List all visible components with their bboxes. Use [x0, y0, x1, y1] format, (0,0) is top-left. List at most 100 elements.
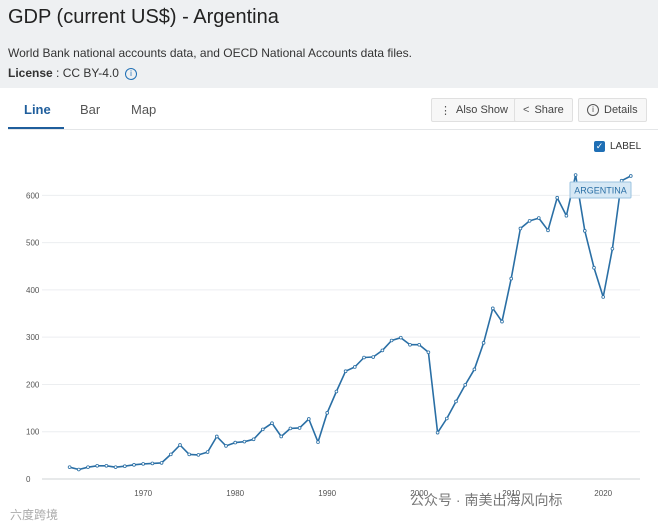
page-description: World Bank national accounts data, and O… — [8, 46, 413, 60]
y-tick-label: 500 — [26, 239, 40, 248]
share-button[interactable]: < Share — [514, 98, 573, 122]
x-tick-label: 2000 — [410, 489, 428, 498]
more-vertical-icon: ⋮ — [440, 104, 451, 117]
data-point — [454, 399, 458, 404]
data-point — [601, 295, 605, 299]
data-point — [224, 444, 228, 448]
series-label-box — [569, 181, 632, 199]
data-point — [316, 440, 320, 444]
label-toggle[interactable]: ✓ LABEL — [594, 141, 641, 152]
y-tick-label: 300 — [26, 333, 40, 342]
data-point — [150, 461, 155, 466]
also-show-button[interactable]: ⋮ Also Show — [431, 98, 517, 122]
data-point — [362, 355, 366, 360]
data-point — [141, 462, 146, 466]
y-tick-label: 600 — [26, 191, 40, 200]
y-tick-label: 0 — [26, 475, 31, 484]
data-point — [279, 434, 284, 439]
share-label: Share — [534, 104, 564, 116]
tabs-divider — [8, 129, 658, 130]
data-point — [380, 348, 385, 353]
data-point — [297, 426, 302, 430]
data-point — [270, 421, 274, 426]
data-point — [343, 369, 348, 374]
data-point — [555, 195, 559, 200]
x-tick-label: 2010 — [502, 489, 520, 498]
data-point — [159, 461, 164, 465]
data-point — [490, 306, 495, 311]
data-point — [95, 463, 99, 468]
page-title: GDP (current US$) - Argentina — [8, 6, 279, 28]
data-point — [334, 389, 339, 394]
data-point — [426, 350, 431, 355]
data-point — [86, 465, 90, 469]
watermark-logo-text: 六度跨境 — [10, 508, 59, 522]
data-point — [352, 365, 357, 369]
data-point — [306, 417, 311, 421]
license-line: License : CC BY-4.0 i — [8, 66, 137, 80]
details-label: Details — [604, 104, 638, 116]
data-point — [205, 450, 210, 454]
y-tick-label: 200 — [26, 380, 40, 389]
data-point — [564, 213, 569, 218]
data-point — [178, 443, 182, 447]
data-point — [408, 342, 412, 347]
watermark-text: 公众号 · 南美出海风向标 — [410, 492, 563, 508]
data-point — [546, 228, 550, 233]
data-point — [509, 276, 514, 281]
data-point — [233, 440, 238, 445]
data-point — [398, 335, 403, 340]
data-point — [582, 229, 587, 233]
data-point — [196, 453, 201, 457]
data-point — [472, 367, 477, 372]
chart-card: Line Bar Map ⋮ Also Show < Share i Detai… — [0, 88, 658, 529]
data-point — [518, 226, 523, 231]
data-point — [500, 319, 504, 324]
data-point — [67, 465, 72, 469]
tab-map[interactable]: Map — [131, 102, 157, 117]
data-point — [288, 426, 293, 431]
y-tick-label: 100 — [26, 428, 40, 437]
data-point — [435, 430, 440, 435]
y-tick-label: 400 — [26, 286, 40, 295]
data-point — [628, 174, 633, 178]
tab-line[interactable]: Line — [24, 102, 51, 117]
x-tick-label: 2020 — [594, 489, 612, 498]
x-tick-label: 1990 — [318, 489, 336, 498]
label-checkbox[interactable]: ✓ — [594, 141, 605, 152]
data-point — [573, 173, 578, 177]
x-tick-label: 1980 — [226, 489, 244, 498]
data-point — [444, 416, 449, 421]
data-point — [113, 465, 118, 469]
data-point — [371, 355, 376, 359]
data-point — [187, 452, 192, 457]
info-icon[interactable]: i — [124, 68, 137, 80]
series-line-argentina — [69, 174, 632, 471]
license-value: : CC BY-4.0 — [52, 66, 119, 80]
x-tick-label: 1970 — [134, 489, 152, 498]
data-point — [536, 216, 541, 220]
label-toggle-text: LABEL — [610, 141, 642, 152]
tab-bar[interactable]: Bar — [80, 102, 101, 117]
data-point — [592, 265, 596, 270]
data-point — [215, 434, 219, 439]
data-point — [123, 464, 127, 469]
data-point — [417, 342, 422, 347]
details-button[interactable]: i Details — [578, 98, 647, 122]
data-point — [610, 246, 615, 251]
series-label-text: ARGENTINA — [574, 186, 627, 196]
data-point — [251, 437, 256, 442]
data-point — [389, 338, 394, 343]
also-show-label: Also Show — [456, 104, 508, 116]
active-tab-indicator — [8, 127, 64, 130]
data-point — [527, 219, 532, 223]
data-point — [169, 452, 173, 457]
data-point — [242, 439, 247, 444]
data-point — [260, 427, 265, 432]
data-point — [325, 411, 330, 415]
data-point — [77, 467, 81, 472]
license-label: License — [8, 66, 53, 80]
info-circle-icon: i — [587, 104, 599, 116]
share-icon: < — [523, 104, 530, 116]
